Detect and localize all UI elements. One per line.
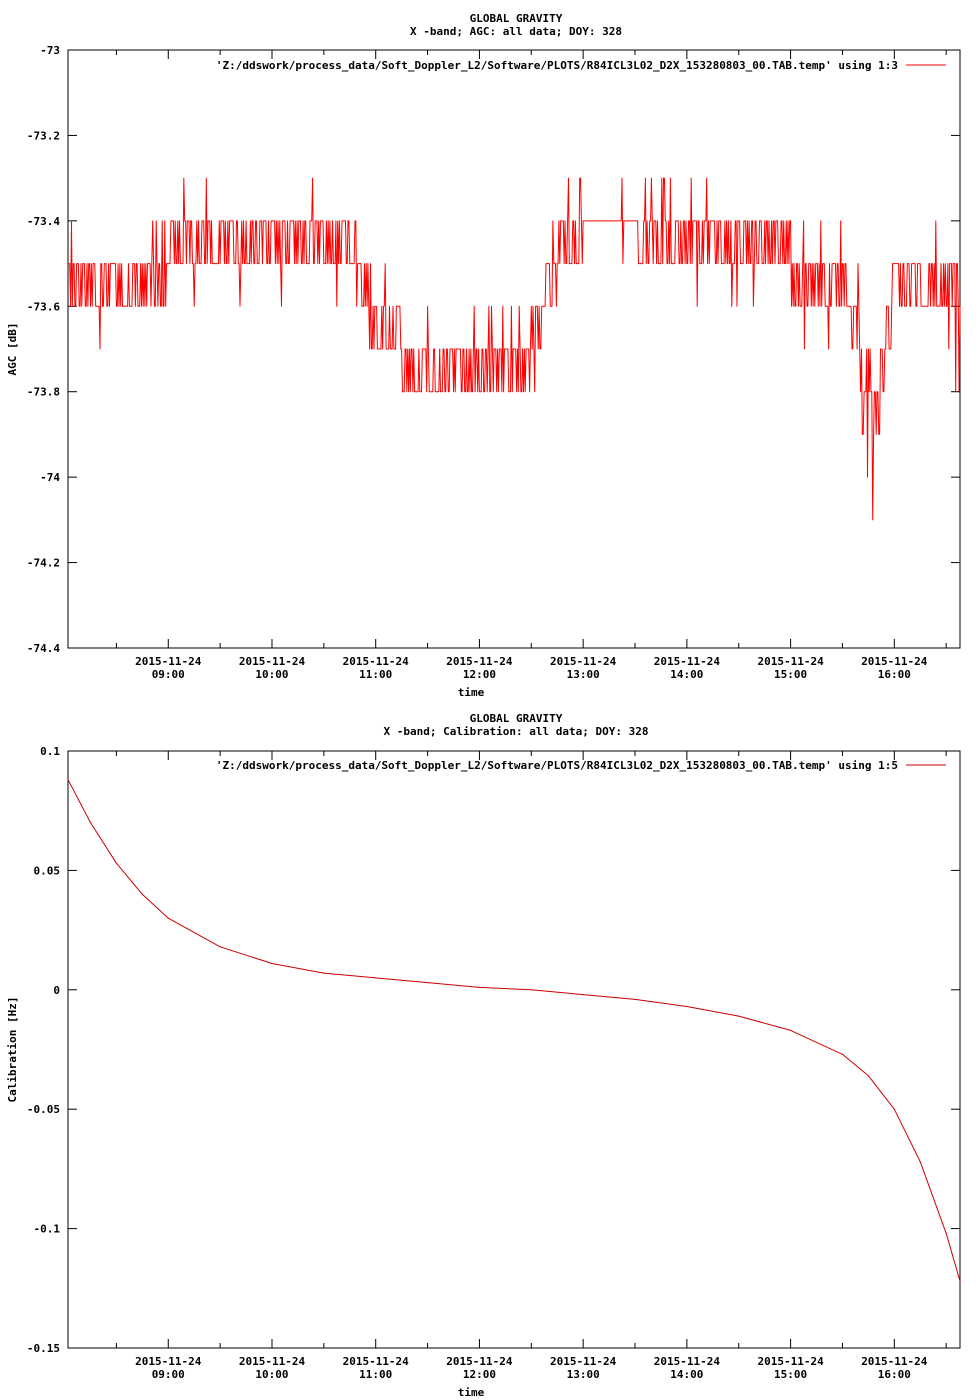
x-tick-time-label: 09:00: [152, 668, 185, 681]
chart-title: GLOBAL GRAVITY: [470, 12, 563, 25]
x-tick-time-label: 14:00: [670, 1368, 703, 1381]
x-tick-time-label: 15:00: [774, 668, 807, 681]
x-tick-date-label: 2015-11-24: [550, 655, 617, 668]
x-tick-date-label: 2015-11-24: [446, 1355, 513, 1368]
x-tick-date-label: 2015-11-24: [343, 655, 410, 668]
calibration-series-line: [67, 779, 961, 1282]
legend-label: 'Z:/ddswork/process_data/Soft_Doppler_L2…: [216, 59, 898, 72]
y-tick-label: -0.05: [27, 1103, 60, 1116]
calibration-data-point: [115, 862, 117, 864]
x-tick-date-label: 2015-11-24: [239, 1355, 306, 1368]
y-tick-label: -74.2: [27, 557, 60, 570]
x-tick-date-label: 2015-11-24: [861, 655, 928, 668]
y-tick-label: -73.4: [27, 215, 60, 228]
plot-frame: [67, 750, 961, 1349]
x-tick-date-label: 2015-11-24: [239, 655, 306, 668]
calibration-data-point: [375, 977, 377, 979]
x-tick-date-label: 2015-11-24: [343, 1355, 410, 1368]
calibration-data-point: [478, 986, 480, 989]
x-tick-time-label: 10:00: [255, 668, 288, 681]
calibration-data-point: [271, 962, 273, 965]
calibration-data-point: [867, 1075, 870, 1077]
y-tick-label: -73: [40, 44, 60, 57]
x-tick-time-label: 13:00: [567, 668, 600, 681]
x-tick-time-label: 14:00: [670, 668, 703, 681]
calibration-data-point: [686, 1005, 688, 1008]
x-tick-date-label: 2015-11-24: [654, 655, 721, 668]
x-tick-time-label: 11:00: [359, 1368, 392, 1381]
y-axis-label: AGC [dB]: [6, 323, 19, 376]
x-tick-date-label: 2015-11-24: [757, 655, 824, 668]
y-axis-label: Calibration [Hz]: [6, 997, 19, 1103]
calibration-data-point: [323, 972, 325, 974]
y-tick-label: -0.1: [34, 1223, 61, 1236]
x-tick-date-label: 2015-11-24: [654, 1355, 721, 1368]
y-tick-label: 0.1: [40, 745, 60, 758]
x-tick-time-label: 13:00: [567, 1368, 600, 1381]
calibration-data-point: [167, 917, 169, 919]
calibration-data-point: [582, 994, 584, 996]
x-tick-time-label: 10:00: [255, 1368, 288, 1381]
x-tick-time-label: 12:00: [463, 668, 496, 681]
y-tick-label: -73.6: [27, 300, 60, 313]
x-tick-date-label: 2015-11-24: [861, 1355, 928, 1368]
calibration-data-point: [89, 822, 92, 824]
y-tick-label: -74: [40, 471, 60, 484]
x-axis-label: time: [458, 686, 485, 699]
calibration-data-point: [945, 1232, 947, 1234]
x-tick-time-label: 12:00: [463, 1368, 496, 1381]
calibration-data-point: [141, 893, 143, 895]
x-tick-time-label: 09:00: [152, 1368, 185, 1381]
x-tick-date-label: 2015-11-24: [135, 655, 202, 668]
x-tick-time-label: 15:00: [774, 1368, 807, 1381]
calibration-data-point: [427, 982, 429, 984]
calibration-data-point: [893, 1108, 895, 1110]
y-tick-label: -74.4: [27, 642, 60, 655]
y-tick-label: -73.8: [27, 386, 60, 399]
legend-label: 'Z:/ddswork/process_data/Soft_Doppler_L2…: [216, 759, 898, 772]
y-tick-label: -0.15: [27, 1342, 60, 1355]
chart-subtitle: X -band; Calibration: all data; DOY: 328: [384, 725, 649, 738]
x-tick-date-label: 2015-11-24: [757, 1355, 824, 1368]
x-tick-time-label: 16:00: [878, 1368, 911, 1381]
calibration-data-point: [530, 989, 532, 991]
calibration-data-point: [790, 1029, 792, 1031]
x-axis-label: time: [458, 1386, 485, 1399]
chart-title: GLOBAL GRAVITY: [470, 712, 563, 725]
calibration-data-point: [841, 1053, 844, 1055]
agc-series-line: [68, 177, 961, 521]
y-tick-label: -73.2: [27, 129, 60, 142]
calibration-data-point: [219, 946, 221, 948]
x-tick-date-label: 2015-11-24: [135, 1355, 202, 1368]
x-tick-time-label: 16:00: [878, 668, 911, 681]
calibration-data-point: [959, 1280, 961, 1282]
y-tick-label: 0: [53, 984, 60, 997]
x-tick-time-label: 11:00: [359, 668, 392, 681]
calibration-data-point: [919, 1161, 921, 1163]
calibration-data-point: [738, 1015, 740, 1017]
chart-subtitle: X -band; AGC: all data; DOY: 328: [410, 25, 622, 38]
calibration-data-point: [67, 779, 69, 781]
calibration-data-point: [634, 998, 636, 1001]
x-tick-date-label: 2015-11-24: [446, 655, 513, 668]
x-tick-date-label: 2015-11-24: [550, 1355, 617, 1368]
y-tick-label: 0.05: [34, 864, 61, 877]
